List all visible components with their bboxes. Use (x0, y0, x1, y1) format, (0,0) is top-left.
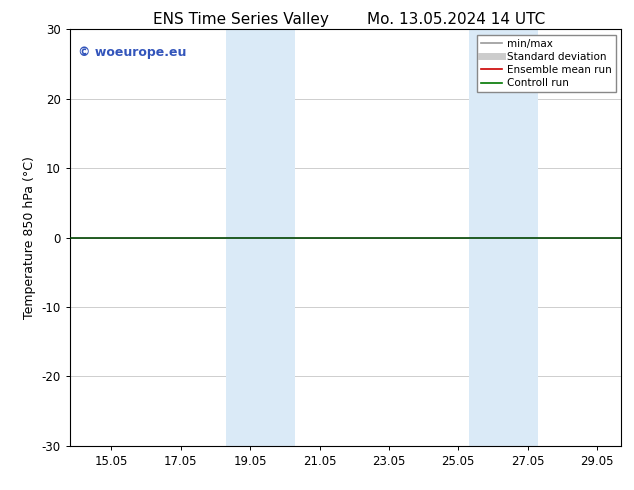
Text: © woeurope.eu: © woeurope.eu (78, 46, 186, 59)
Legend: min/max, Standard deviation, Ensemble mean run, Controll run: min/max, Standard deviation, Ensemble me… (477, 35, 616, 92)
Y-axis label: Temperature 850 hPa (°C): Temperature 850 hPa (°C) (23, 156, 36, 319)
Text: ENS Time Series Valley: ENS Time Series Valley (153, 12, 329, 27)
Bar (226, 29, 295, 446)
Text: Mo. 13.05.2024 14 UTC: Mo. 13.05.2024 14 UTC (367, 12, 546, 27)
Bar (469, 29, 538, 446)
